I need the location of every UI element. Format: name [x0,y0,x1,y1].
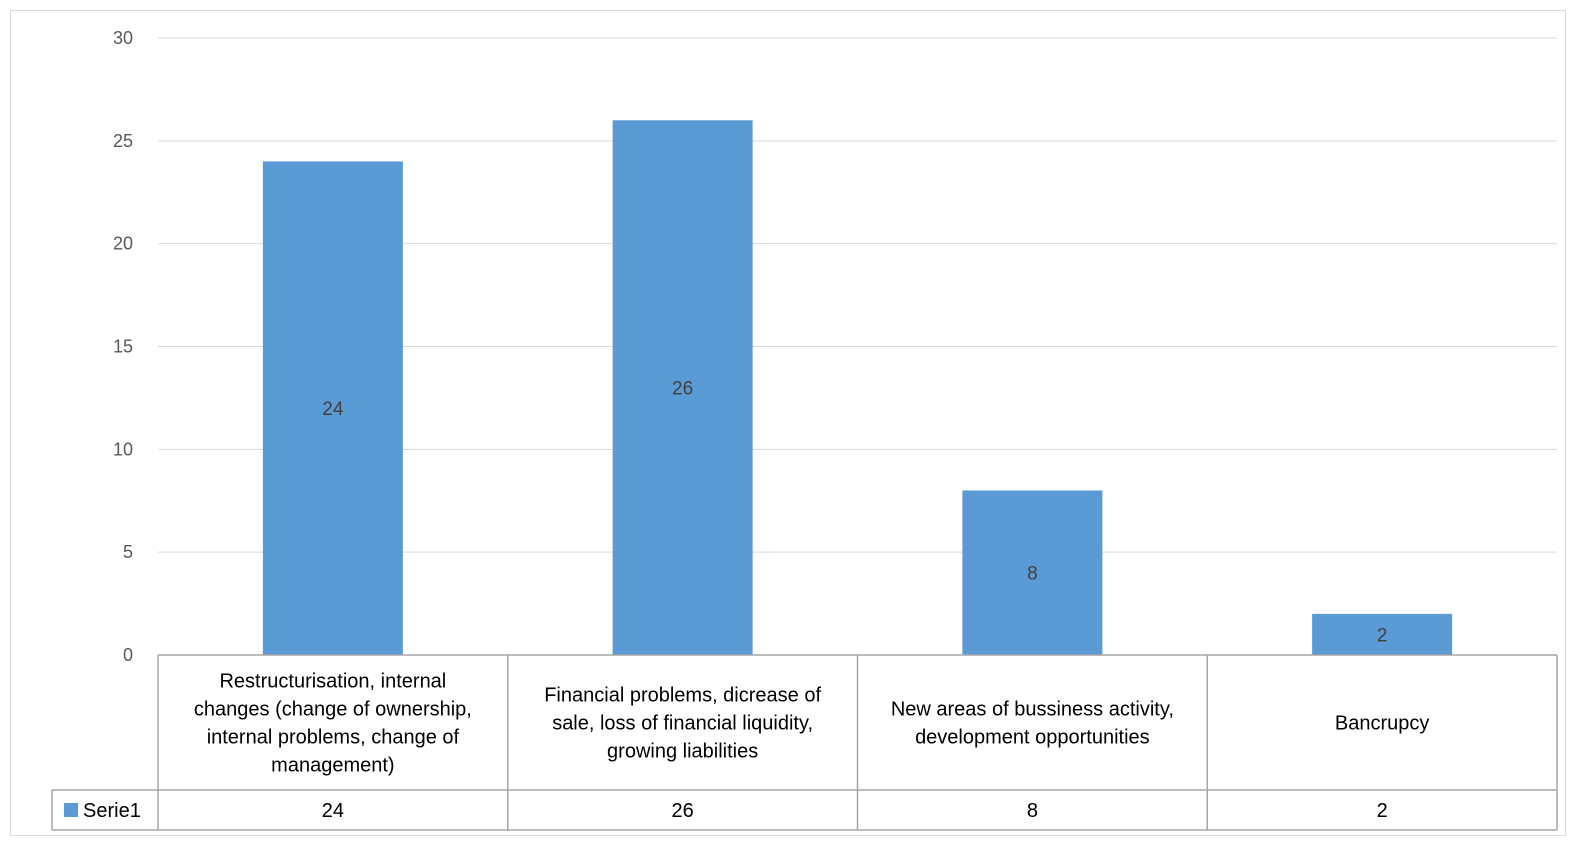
table-value: 8 [1027,800,1038,822]
y-tick-label: 0 [123,645,133,665]
bar [1312,613,1453,655]
legend-swatch [64,803,78,817]
category-label: growing liabilities [607,741,758,763]
data-label: 24 [322,399,344,420]
table-value: 26 [672,800,694,822]
category-label: management) [271,755,394,777]
y-tick-label: 25 [113,131,133,151]
y-tick-label: 30 [113,28,133,48]
bar [612,120,753,656]
y-tick-label: 10 [113,439,133,459]
category-label: New areas of bussiness activity, [891,699,1174,721]
y-tick-label: 5 [123,542,133,562]
bar [962,490,1103,655]
y-tick-label: 20 [113,234,133,254]
legend-label: Serie1 [83,800,141,822]
data-label: 8 [1027,564,1038,585]
table-value: 2 [1377,800,1388,822]
category-label: Financial problems, dicrease of [544,685,821,707]
bar [262,161,403,655]
category-label: Restructurisation, internal [219,671,446,693]
category-label: internal problems, change of [207,727,460,749]
category-label: sale, loss of financial liquidity, [552,713,813,735]
category-label: Bancrupcy [1335,713,1430,735]
data-label: 26 [672,379,693,400]
data-label: 2 [1377,625,1388,646]
category-label: changes (change of ownership, [194,699,472,721]
category-label: development opportunities [915,727,1150,749]
y-tick-label: 15 [113,337,133,357]
table-value: 24 [322,800,344,822]
